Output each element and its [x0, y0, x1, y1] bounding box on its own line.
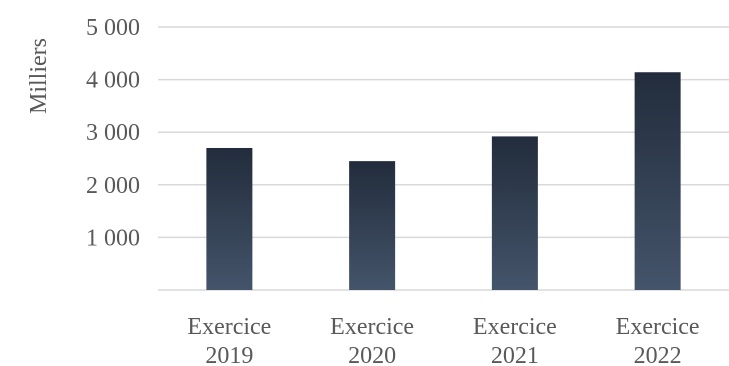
bars: [206, 72, 681, 291]
x-category-label: 2021: [491, 343, 539, 366]
y-tick-label: 5 000: [86, 15, 140, 41]
x-category-label: Exercice: [187, 314, 271, 340]
x-category-label: 2020: [348, 343, 396, 366]
gridlines: [158, 26, 729, 291]
y-tick-label: 3 000: [86, 120, 140, 146]
bar: [634, 72, 681, 291]
bar: [349, 161, 396, 290]
x-category-label: 2019: [205, 343, 253, 366]
x-category-label: Exercice: [473, 314, 557, 340]
y-axis-label: Milliers: [26, 38, 52, 114]
x-axis-categories: Exercice 2019 Exercice 2020 Exercice 2021 Exer…: [187, 314, 699, 366]
y-axis-ticks: 1 000 2 000 3 000 4 000 5 000: [86, 15, 140, 251]
x-category-label: 2022: [634, 343, 682, 366]
x-category-label: Exercice: [330, 314, 414, 340]
y-tick-label: 4 000: [86, 68, 140, 94]
bar: [206, 147, 253, 290]
y-tick-label: 2 000: [86, 173, 140, 199]
bar: [491, 136, 538, 290]
x-category-label: Exercice: [616, 314, 700, 340]
y-tick-label: 1 000: [86, 225, 140, 251]
